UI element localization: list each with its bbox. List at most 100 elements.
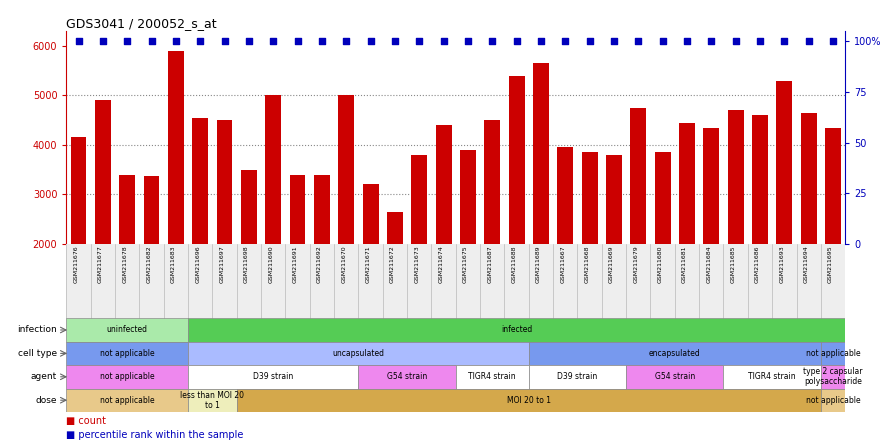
Text: GSM211676: GSM211676 xyxy=(73,246,79,283)
Bar xyxy=(66,244,845,318)
Text: GSM211690: GSM211690 xyxy=(268,246,273,283)
Bar xyxy=(655,152,671,343)
Point xyxy=(339,38,353,45)
Bar xyxy=(66,342,188,365)
Text: MOI 20 to 1: MOI 20 to 1 xyxy=(507,396,550,404)
Point xyxy=(290,38,304,45)
Text: type 2 capsular
polysaccharide: type 2 capsular polysaccharide xyxy=(804,367,863,386)
Point xyxy=(388,38,402,45)
Point xyxy=(607,38,621,45)
Bar xyxy=(529,365,627,388)
Bar xyxy=(363,184,379,343)
Bar xyxy=(456,365,528,388)
Bar xyxy=(679,123,695,343)
Text: GSM211692: GSM211692 xyxy=(317,246,322,283)
Point xyxy=(242,38,256,45)
Text: cell type: cell type xyxy=(18,349,57,358)
Text: GSM211683: GSM211683 xyxy=(171,246,176,283)
Text: GSM211681: GSM211681 xyxy=(682,246,687,283)
Bar xyxy=(460,150,476,343)
Bar xyxy=(168,51,184,343)
Bar xyxy=(630,108,646,343)
Bar xyxy=(825,127,841,343)
Text: uncapsulated: uncapsulated xyxy=(333,349,384,358)
Bar xyxy=(188,342,528,365)
Bar xyxy=(821,342,845,365)
Bar xyxy=(412,155,427,343)
Text: D39 strain: D39 strain xyxy=(558,373,597,381)
Text: less than MOI 20
to 1: less than MOI 20 to 1 xyxy=(181,391,244,410)
Bar xyxy=(66,318,188,342)
Point xyxy=(193,38,207,45)
Point xyxy=(266,38,281,45)
Text: GSM211686: GSM211686 xyxy=(755,246,760,283)
Point xyxy=(144,38,158,45)
Text: GSM211691: GSM211691 xyxy=(293,246,297,283)
Text: GSM211677: GSM211677 xyxy=(98,246,103,283)
Point xyxy=(120,38,135,45)
Text: GSM211684: GSM211684 xyxy=(706,246,712,283)
Point xyxy=(826,38,840,45)
Point xyxy=(802,38,816,45)
Text: GSM211682: GSM211682 xyxy=(147,246,151,283)
Text: agent: agent xyxy=(30,373,57,381)
Point xyxy=(485,38,499,45)
Bar xyxy=(95,100,111,343)
Text: GDS3041 / 200052_s_at: GDS3041 / 200052_s_at xyxy=(66,17,217,30)
Point xyxy=(364,38,378,45)
Text: encapsulated: encapsulated xyxy=(649,349,701,358)
Bar xyxy=(752,115,768,343)
Point xyxy=(582,38,596,45)
Text: GSM211673: GSM211673 xyxy=(414,246,419,283)
Bar xyxy=(119,174,135,343)
Text: GSM211696: GSM211696 xyxy=(196,246,200,283)
Bar xyxy=(509,75,525,343)
Bar xyxy=(217,120,233,343)
Text: not applicable: not applicable xyxy=(100,349,155,358)
Bar xyxy=(192,118,208,343)
Bar xyxy=(558,147,573,343)
Point xyxy=(558,38,573,45)
Bar xyxy=(704,127,720,343)
Text: GSM211670: GSM211670 xyxy=(342,246,346,283)
Bar xyxy=(387,212,403,343)
Text: infection: infection xyxy=(17,325,57,334)
Text: not applicable: not applicable xyxy=(100,396,155,404)
Text: GSM211668: GSM211668 xyxy=(585,246,589,283)
Bar xyxy=(776,80,792,343)
Text: infected: infected xyxy=(501,325,532,334)
Point xyxy=(704,38,719,45)
Bar xyxy=(143,175,159,343)
Bar xyxy=(241,170,257,343)
Text: D39 strain: D39 strain xyxy=(253,373,293,381)
Bar xyxy=(289,174,305,343)
Text: G54 strain: G54 strain xyxy=(655,373,695,381)
Bar xyxy=(484,120,500,343)
Bar xyxy=(821,388,845,412)
Text: ■ percentile rank within the sample: ■ percentile rank within the sample xyxy=(66,430,243,440)
Text: uninfected: uninfected xyxy=(107,325,148,334)
Text: TIGR4 strain: TIGR4 strain xyxy=(468,373,516,381)
Bar xyxy=(627,365,724,388)
Text: ■ count: ■ count xyxy=(66,416,106,426)
Bar xyxy=(188,318,845,342)
Text: GSM211678: GSM211678 xyxy=(122,246,127,283)
Bar xyxy=(529,342,821,365)
Bar xyxy=(606,155,622,343)
Text: GSM211672: GSM211672 xyxy=(390,246,395,283)
Bar xyxy=(188,365,358,388)
Text: GSM211688: GSM211688 xyxy=(512,246,517,283)
Bar xyxy=(338,95,354,343)
Point xyxy=(169,38,183,45)
Text: GSM211697: GSM211697 xyxy=(219,246,225,283)
Text: GSM211695: GSM211695 xyxy=(828,246,833,283)
Text: G54 strain: G54 strain xyxy=(387,373,427,381)
Bar xyxy=(358,365,456,388)
Point xyxy=(631,38,645,45)
Point xyxy=(777,38,791,45)
Bar xyxy=(533,63,549,343)
Text: GSM211679: GSM211679 xyxy=(634,246,638,283)
Point xyxy=(72,38,86,45)
Text: GSM211680: GSM211680 xyxy=(658,246,663,283)
Bar xyxy=(66,365,188,388)
